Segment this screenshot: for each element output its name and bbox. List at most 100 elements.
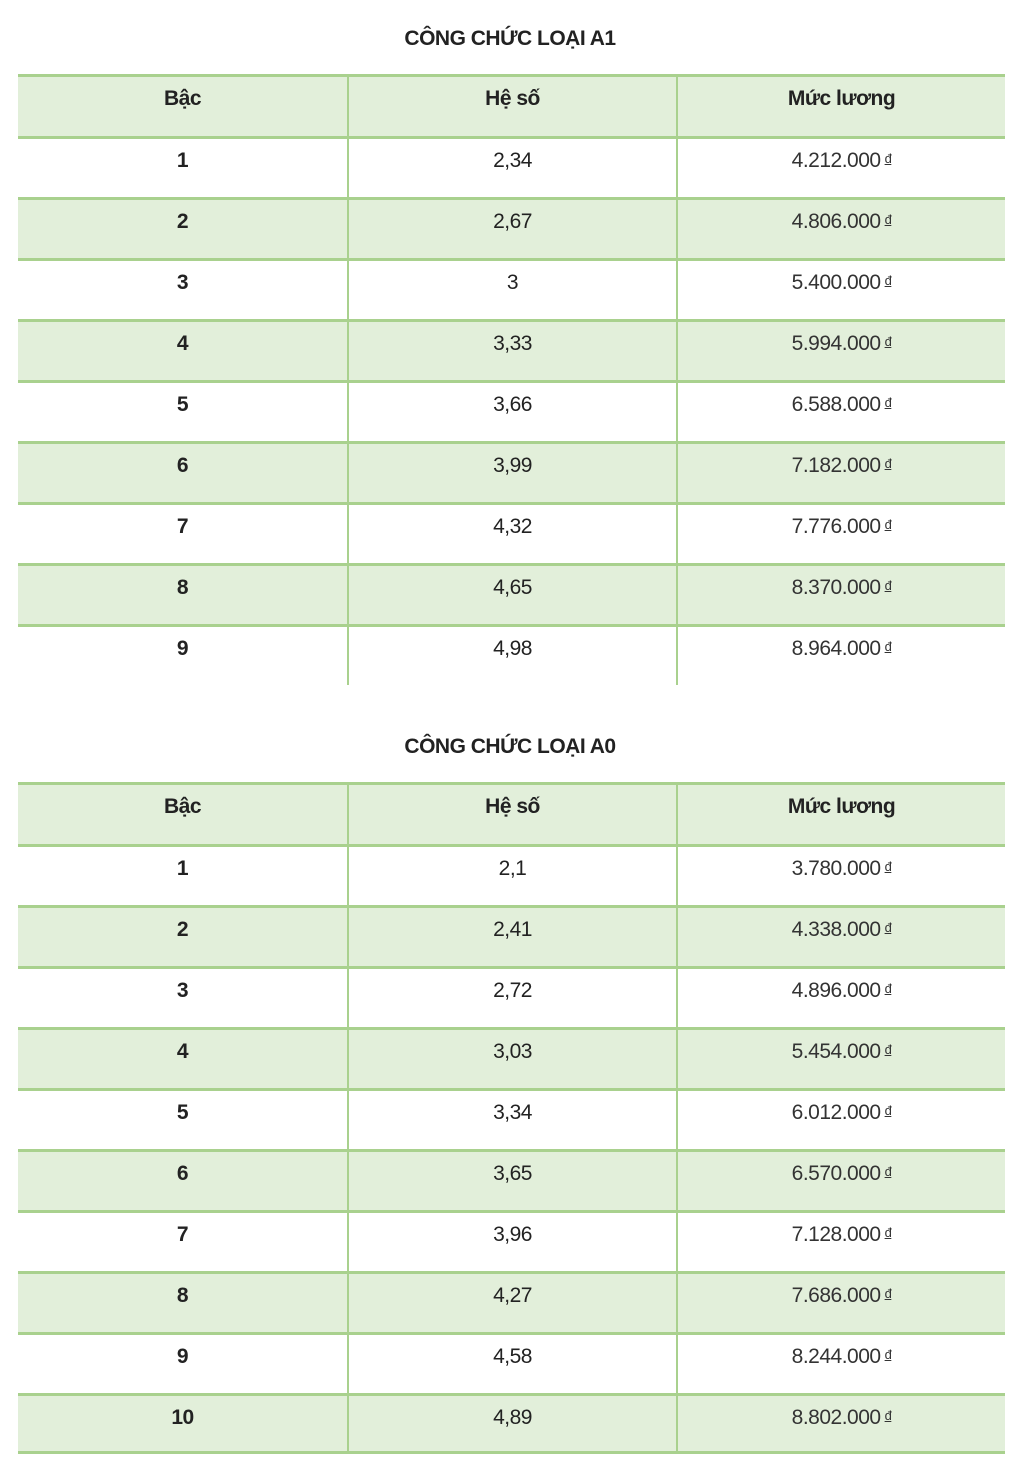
cell-muc-luong: 8.244.000 đ: [676, 1335, 1005, 1393]
currency-symbol: đ: [884, 1164, 892, 1179]
currency-symbol: đ: [884, 334, 892, 349]
cell-muc-luong: 4.338.000 đ: [676, 908, 1005, 966]
currency-symbol: đ: [884, 578, 892, 593]
table-row: 2 2,67 4.806.000 đ: [18, 197, 1005, 258]
cell-muc-luong: 3.780.000 đ: [676, 847, 1005, 905]
cell-muc-luong: 5.400.000 đ: [676, 261, 1005, 319]
cell-muc-luong: 8.802.000 đ: [676, 1396, 1005, 1451]
salary-value: 5.994.000: [791, 332, 881, 355]
cell-bac: 6: [176, 1162, 189, 1185]
header-muc-luong: Mức lương: [676, 785, 1005, 844]
cell-bac: 3: [176, 979, 189, 1002]
currency-symbol: đ: [884, 517, 892, 532]
salary-value: 4.338.000: [791, 918, 881, 941]
table-row: 1 2,34 4.212.000 đ: [18, 136, 1005, 197]
salary-value: 7.128.000: [791, 1223, 881, 1246]
header-he-so: Hệ số: [347, 77, 676, 136]
currency-symbol: đ: [884, 456, 892, 471]
cell-he-so: 3,33: [347, 322, 676, 380]
table-row: 2 2,41 4.338.000 đ: [18, 905, 1005, 966]
cell-muc-luong: 6.012.000 đ: [676, 1091, 1005, 1149]
header-row: Bậc Hệ số Mức lương: [18, 74, 1005, 136]
currency-symbol: đ: [884, 395, 892, 410]
cell-he-so: 4,32: [347, 505, 676, 563]
salary-value: 8.802.000: [791, 1406, 881, 1429]
table-row: 1 2,1 3.780.000 đ: [18, 844, 1005, 905]
salary-value: 4.896.000: [791, 979, 881, 1002]
currency-symbol: đ: [884, 1103, 892, 1118]
table-row: 5 3,66 6.588.000 đ: [18, 380, 1005, 441]
table-row: 4 3,33 5.994.000 đ: [18, 319, 1005, 380]
salary-value: 6.012.000: [791, 1101, 881, 1124]
cell-he-so: 4,27: [347, 1274, 676, 1332]
cell-he-so: 3: [347, 261, 676, 319]
currency-symbol: đ: [884, 273, 892, 288]
currency-symbol: đ: [884, 1408, 892, 1423]
cell-muc-luong: 7.128.000 đ: [676, 1213, 1005, 1271]
salary-table-a0: Bậc Hệ số Mức lương 1 2,1 3.780.000 đ 2 2,41 4.33…: [18, 782, 1005, 1454]
cell-bac: 9: [176, 1345, 189, 1368]
cell-muc-luong: 4.896.000 đ: [676, 969, 1005, 1027]
salary-value: 7.686.000: [791, 1284, 881, 1307]
table-row: 9 4,58 8.244.000 đ: [18, 1332, 1005, 1393]
table-row: 6 3,99 7.182.000 đ: [18, 441, 1005, 502]
cell-bac: 1: [176, 149, 189, 172]
cell-bac: 9: [176, 637, 189, 660]
currency-symbol: đ: [884, 1225, 892, 1240]
table-row: 8 4,27 7.686.000 đ: [18, 1271, 1005, 1332]
cell-bac: 4: [176, 332, 189, 355]
cell-he-so: 4,65: [347, 566, 676, 624]
cell-he-so: 3,65: [347, 1152, 676, 1210]
cell-he-so: 4,58: [347, 1335, 676, 1393]
cell-he-so: 3,96: [347, 1213, 676, 1271]
table-row: 8 4,65 8.370.000 đ: [18, 563, 1005, 624]
salary-value: 5.400.000: [791, 271, 881, 294]
header-bac: Bậc: [163, 87, 202, 110]
cell-muc-luong: 4.806.000 đ: [676, 200, 1005, 258]
cell-bac: 7: [176, 1223, 189, 1246]
salary-value: 8.370.000: [791, 576, 881, 599]
salary-value: 3.780.000: [791, 857, 881, 880]
currency-symbol: đ: [884, 1042, 892, 1057]
currency-symbol: đ: [884, 1286, 892, 1301]
cell-he-so: 2,34: [347, 139, 676, 197]
salary-value: 5.454.000: [791, 1040, 881, 1063]
salary-value: 6.588.000: [791, 393, 881, 416]
cell-muc-luong: 6.570.000 đ: [676, 1152, 1005, 1210]
salary-value: 8.964.000: [791, 637, 881, 660]
cell-bac: 8: [176, 576, 189, 599]
cell-he-so: 2,67: [347, 200, 676, 258]
cell-muc-luong: 7.776.000 đ: [676, 505, 1005, 563]
currency-symbol: đ: [884, 639, 892, 654]
salary-value: 6.570.000: [791, 1162, 881, 1185]
cell-bac: 4: [176, 1040, 189, 1063]
cell-bac: 8: [176, 1284, 189, 1307]
salary-value: 7.182.000: [791, 454, 881, 477]
header-bac: Bậc: [163, 795, 202, 818]
cell-bac: 2: [176, 918, 189, 941]
cell-muc-luong: 7.686.000 đ: [676, 1274, 1005, 1332]
cell-muc-luong: 5.454.000 đ: [676, 1030, 1005, 1088]
cell-bac: 2: [176, 210, 189, 233]
table-row: 3 2,72 4.896.000 đ: [18, 966, 1005, 1027]
cell-he-so: 4,89: [347, 1396, 676, 1451]
salary-value: 4.806.000: [791, 210, 881, 233]
header-row: Bậc Hệ số Mức lương: [18, 782, 1005, 844]
cell-he-so: 4,98: [347, 627, 676, 685]
currency-symbol: đ: [884, 212, 892, 227]
table-row: 7 3,96 7.128.000 đ: [18, 1210, 1005, 1271]
table-title-a1: CÔNG CHỨC LOẠI A1: [404, 27, 616, 50]
cell-muc-luong: 6.588.000 đ: [676, 383, 1005, 441]
table-row: 4 3,03 5.454.000 đ: [18, 1027, 1005, 1088]
cell-bac: 5: [176, 393, 189, 416]
cell-muc-luong: 5.994.000 đ: [676, 322, 1005, 380]
cell-bac: 5: [176, 1101, 189, 1124]
table-row: 3 3 5.400.000 đ: [18, 258, 1005, 319]
cell-bac: 1: [176, 857, 189, 880]
currency-symbol: đ: [884, 1347, 892, 1362]
salary-value: 4.212.000: [791, 149, 881, 172]
cell-he-so: 3,66: [347, 383, 676, 441]
currency-symbol: đ: [884, 981, 892, 996]
cell-he-so: 2,41: [347, 908, 676, 966]
table-row: 7 4,32 7.776.000 đ: [18, 502, 1005, 563]
